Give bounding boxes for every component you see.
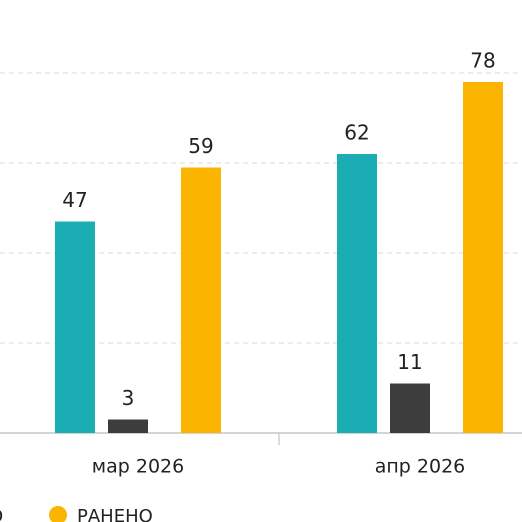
bar	[390, 383, 430, 433]
bar	[181, 167, 221, 433]
x-tick-label: апр 2026	[375, 456, 466, 478]
value-label: 62	[344, 121, 369, 145]
value-label: 3	[122, 386, 135, 410]
legend-label: О	[0, 506, 3, 522]
bar	[108, 419, 148, 433]
bar	[55, 221, 95, 433]
value-label: 59	[188, 134, 213, 158]
value-label: 78	[470, 49, 495, 73]
value-label: 11	[397, 350, 422, 374]
bar	[337, 154, 377, 433]
bar	[463, 82, 503, 433]
x-tick-label: мар 2026	[92, 456, 184, 478]
legend-label: РАНЕНО	[77, 506, 153, 522]
value-label: 47	[62, 188, 87, 212]
legend-marker	[49, 506, 67, 522]
